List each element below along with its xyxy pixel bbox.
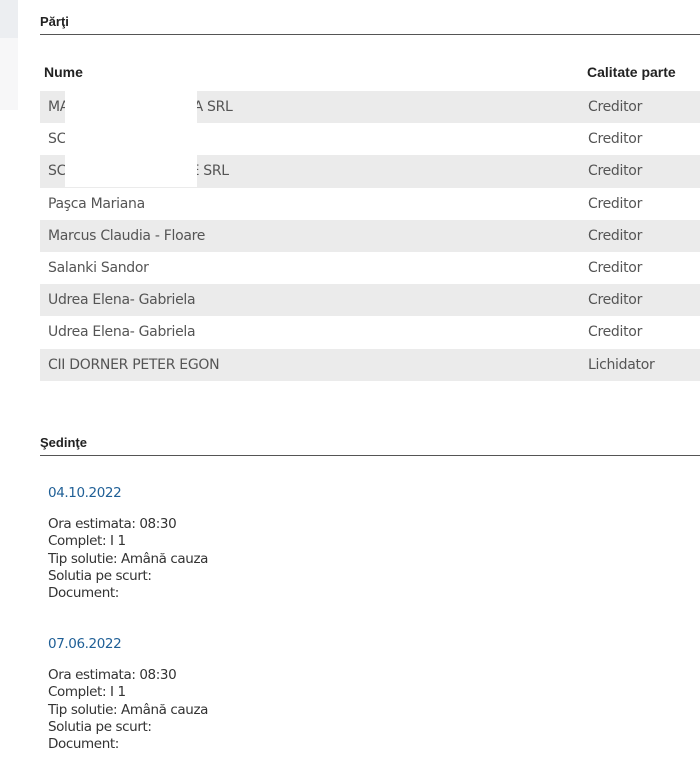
- table-row: Udrea Elena- Gabriela Creditor: [40, 316, 700, 348]
- party-role: Creditor: [588, 227, 643, 244]
- sedinta-date-link[interactable]: 07.06.2022: [48, 636, 122, 652]
- party-name: MA A SRL: [48, 99, 233, 115]
- sedinte-heading: Şedinţe: [40, 435, 700, 456]
- sedinta-1: 07.06.2022 Ora estimata: 08:30 Complet: …: [48, 636, 208, 753]
- table-row: CII DORNER PETER EGON Lichidator: [40, 348, 700, 381]
- party-name: Udrea Elena- Gabriela: [48, 292, 196, 309]
- tip-solutie: Tip solutie: Amână cauza: [48, 701, 209, 718]
- party-role: Creditor: [588, 324, 643, 341]
- sidebar-panel: [0, 0, 18, 38]
- sedinta-date-link[interactable]: 04.10.2022: [48, 485, 122, 501]
- party-role: Creditor: [588, 131, 643, 148]
- party-role: Creditor: [588, 292, 643, 309]
- party-name: Marcus Claudia - Floare: [48, 227, 206, 244]
- party-name: SC: [48, 131, 67, 148]
- table-row: Paşca Mariana Creditor: [40, 188, 700, 220]
- ora-estimata: Ora estimata: 08:30: [48, 516, 177, 532]
- table-row: Udrea Elena- Gabriela Creditor: [40, 284, 700, 317]
- party-role: Creditor: [588, 195, 643, 212]
- solutia-pe-scurt: Solutia pe scurt:: [48, 567, 152, 584]
- ora-estimata: Ora estimata: 08:30: [48, 667, 177, 683]
- table-row: Marcus Claudia - Floare Creditor: [40, 219, 700, 252]
- party-name: Paşca Mariana: [48, 195, 145, 212]
- document: Document:: [48, 736, 119, 753]
- table-row: Salanki Sandor Creditor: [40, 252, 700, 284]
- column-calitate: Calitate parte: [587, 64, 676, 80]
- column-nume: Nume: [44, 64, 83, 80]
- party-role: Creditor: [588, 259, 643, 276]
- table-row: SC Creditor: [40, 123, 700, 155]
- document: Document:: [48, 585, 119, 602]
- party-role: Lichidator: [588, 356, 655, 373]
- solutia-pe-scurt: Solutia pe scurt:: [48, 718, 152, 735]
- complet: Complet: I 1: [48, 533, 126, 550]
- redaction-box: [65, 91, 197, 187]
- party-role: Creditor: [588, 163, 643, 180]
- party-name: CII DORNER PETER EGON: [48, 356, 220, 373]
- tip-solutie: Tip solutie: Amână cauza: [48, 550, 209, 567]
- sidebar-panel-lower: [0, 38, 18, 110]
- party-role: Creditor: [588, 99, 643, 115]
- complet: Complet: I 1: [48, 684, 126, 701]
- party-name: Salanki Sandor: [48, 259, 149, 276]
- parti-heading: Părţi: [40, 14, 700, 35]
- party-name: Udrea Elena- Gabriela: [48, 324, 196, 341]
- sedinta-0: 04.10.2022 Ora estimata: 08:30 Complet: …: [48, 485, 208, 602]
